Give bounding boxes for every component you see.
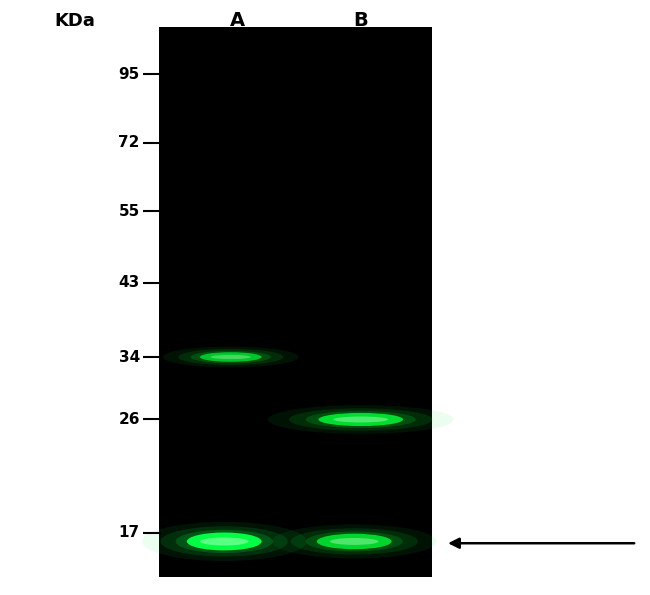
Ellipse shape (272, 524, 437, 559)
Ellipse shape (291, 528, 418, 555)
Ellipse shape (268, 405, 454, 434)
Ellipse shape (176, 530, 273, 553)
Ellipse shape (333, 416, 388, 422)
Text: KDa: KDa (55, 12, 95, 30)
Ellipse shape (178, 349, 283, 365)
Text: 95: 95 (118, 67, 140, 82)
Text: 55: 55 (118, 203, 140, 219)
Text: A: A (229, 11, 245, 30)
Ellipse shape (318, 413, 403, 426)
Ellipse shape (142, 522, 307, 561)
Ellipse shape (289, 408, 433, 431)
Bar (159, 27, 432, 577)
Ellipse shape (317, 534, 391, 549)
Ellipse shape (162, 346, 299, 368)
Ellipse shape (190, 351, 271, 363)
Text: B: B (354, 11, 368, 30)
Ellipse shape (306, 531, 403, 552)
Ellipse shape (187, 533, 261, 550)
Text: 72: 72 (118, 135, 140, 151)
Text: 26: 26 (118, 412, 140, 427)
Ellipse shape (306, 411, 416, 428)
Ellipse shape (330, 538, 378, 545)
Ellipse shape (161, 527, 288, 557)
Text: 34: 34 (118, 349, 140, 365)
Text: 43: 43 (118, 275, 140, 290)
Ellipse shape (211, 355, 251, 359)
Ellipse shape (200, 352, 261, 362)
Ellipse shape (200, 537, 248, 546)
Text: 17: 17 (118, 525, 140, 540)
